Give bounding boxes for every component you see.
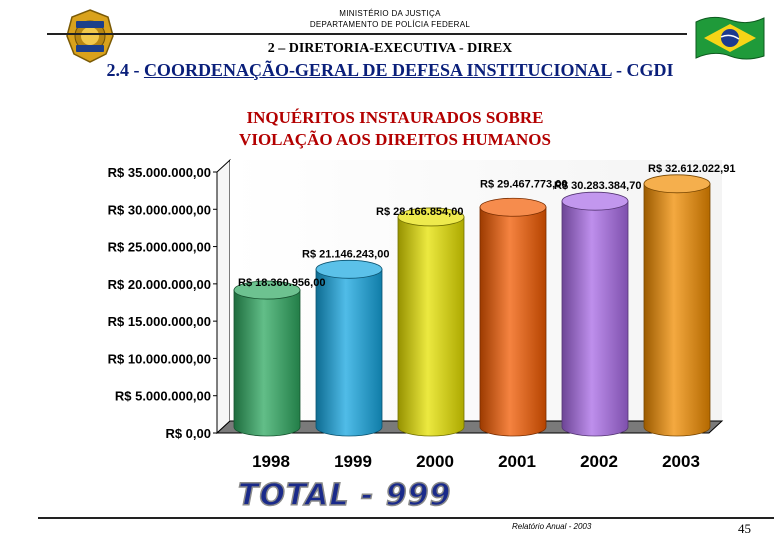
directorate-title: 2 – DIRETORIA-EXECUTIVA - DIREX [267,41,513,56]
bar-body [315,268,383,437]
y-tick-label: R$ 10.000.000,00 [108,351,211,366]
back-wall [230,160,722,421]
total-label: TOTAL - 999 [237,477,452,514]
bar-top [561,191,629,211]
x-tick-label: 2001 [498,452,536,471]
y-tick-label: R$ 5.000.000,00 [115,389,211,404]
data-label: R$ 30.283.384,70 [554,180,641,192]
brazil-flag-icon [695,16,765,60]
report-label: Relatório Anual - 2003 [512,522,592,531]
bar-body [643,183,711,437]
y-tick-label: R$ 20.000.000,00 [108,277,211,292]
footer-divider [38,517,774,519]
data-label: R$ 28.166.854,00 [376,206,463,218]
y-tick-label: R$ 0,00 [165,426,211,441]
chart-title: INQUÉRITOS INSTAURADOS SOBRE VIOLAÇÃO AO… [180,107,610,151]
bar-top [479,197,547,217]
bar-1998 [233,280,301,437]
ministry-line-1: MINISTÉRIO DA JUSTIÇA [339,9,441,18]
bar-2002 [561,191,629,437]
y-tick-label: R$ 15.000.000,00 [108,314,211,329]
bar-top [233,280,301,300]
ministry-header: MINISTÉRIO DA JUSTIÇA DEPARTAMENTO DE PO… [0,8,780,30]
bar-2000 [397,207,465,437]
bar-2001 [479,197,547,437]
bar-body [561,200,629,437]
chart-title-line-2: VIOLAÇÃO AOS DIREITOS HUMANOS [239,130,551,149]
bar-top [315,259,383,279]
page-number: 45 [738,521,751,536]
coordination-title: 2.4 - COORDENAÇÃO-GERAL DE DEFESA INSTIT… [106,60,674,80]
bar-2003 [643,174,711,437]
x-tick-label: 2002 [580,452,618,471]
chart-axes [215,158,724,435]
coordination-acronym: CGDI [626,60,674,80]
x-tick-label: 1999 [334,452,372,471]
bar-top [643,174,711,194]
bar-top [397,207,465,227]
data-label: R$ 18.360.956,00 [238,277,325,289]
coordination-name: COORDENAÇÃO-GERAL DE DEFESA INSTITUCIONA… [143,60,612,80]
y-tick-label: R$ 35.000.000,00 [108,165,211,180]
header-divider [47,33,687,35]
y-axis-ticks: R$ 0,00 R$ 5.000.000,00 R$ 10.000.000,00 R$… [108,165,217,441]
side-wall [216,158,231,435]
bar-1999 [315,259,383,437]
chart-bars [233,174,711,437]
x-tick-label: 2003 [662,452,700,471]
x-tick-label: 2000 [416,452,454,471]
police-badge-icon [66,9,114,63]
bar-body [233,289,301,437]
data-label: R$ 21.146.243,00 [302,248,389,260]
bar-body [479,206,547,437]
y-tick-label: R$ 25.000.000,00 [108,240,211,255]
data-label: R$ 32.612.022,91 [648,163,735,175]
y-tick-label: R$ 30.000.000,00 [108,202,211,217]
x-axis-labels: 1998 1999 2000 2001 2002 2003 [252,452,700,471]
bar-body [397,216,465,437]
chart-title-line-1: INQUÉRITOS INSTAURADOS SOBRE [246,108,544,127]
coordination-code: 2.4 [106,60,129,80]
data-labels: R$ 18.360.956,00 R$ 21.146.243,00 R$ 28.16… [238,163,735,289]
x-tick-label: 1998 [252,452,290,471]
data-label: R$ 29.467.773,00 [480,178,567,190]
ministry-line-2: DEPARTAMENTO DE POLÍCIA FEDERAL [309,20,471,29]
